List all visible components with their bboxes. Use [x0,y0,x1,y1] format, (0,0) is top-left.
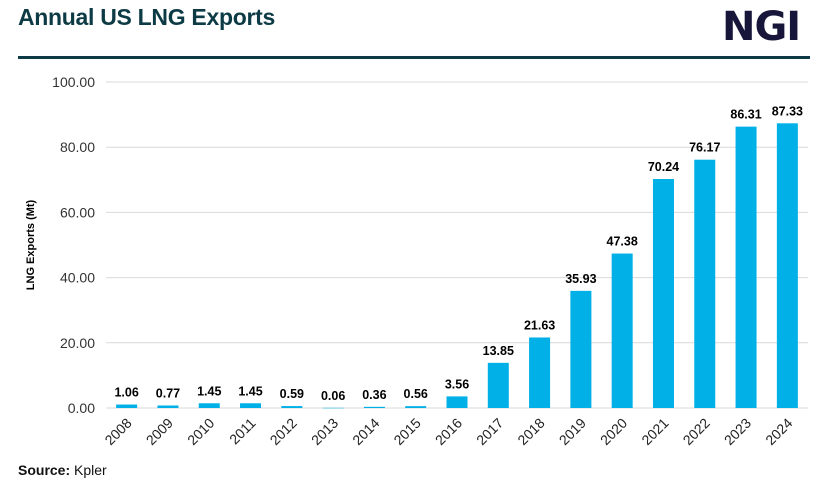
bar-2015 [405,406,427,408]
bar-2010 [198,403,220,408]
bar-2021 [652,179,674,408]
data-label: 87.33 [772,104,803,118]
bar-2017 [487,362,509,408]
data-label: 0.77 [156,386,180,400]
data-label: 47.38 [607,235,638,249]
x-tick-label: 2008 [101,415,134,448]
data-label: 0.36 [362,388,386,402]
data-label: 1.06 [114,386,138,400]
bar-2018 [529,337,551,408]
bar-2011 [240,403,262,408]
bar-2024 [776,123,798,408]
data-label: 13.85 [483,344,514,358]
bar-2013 [322,407,344,409]
data-label: 0.06 [321,389,345,403]
x-tick-label: 2024 [762,415,795,448]
bar-2016 [446,396,468,408]
title-divider [18,56,810,59]
x-tick-label: 2016 [432,415,465,448]
x-tick-label: 2021 [638,415,671,448]
x-tick-label: 2017 [473,415,506,448]
page-title: Annual US LNG Exports [18,4,275,30]
x-tick-label: 2009 [143,415,176,448]
data-label: 0.56 [404,387,428,401]
data-label: 86.31 [730,108,761,122]
data-label: 1.45 [197,384,221,398]
y-tick-label: 20.00 [60,335,95,351]
bar-2012 [281,406,303,408]
y-tick-label: 40.00 [60,270,95,286]
x-tick-label: 2012 [267,415,300,448]
bar-2019 [570,290,592,408]
data-label: 70.24 [648,160,679,174]
x-tick-label: 2014 [349,415,382,448]
x-tick-label: 2022 [680,415,713,448]
y-axis-label: LNG Exports (Mt) [25,199,37,290]
y-tick-label: 80.00 [60,139,95,155]
data-label: 0.59 [280,387,304,401]
source-label: Source: [18,462,71,478]
bar-2020 [611,253,633,408]
data-label: 21.63 [524,318,555,332]
bar-2014 [363,406,385,408]
x-tick-label: 2018 [514,415,547,448]
bar-2022 [694,159,716,408]
data-label: 35.93 [565,272,596,286]
x-tick-label: 2020 [597,415,630,448]
x-tick-label: 2019 [556,415,589,448]
x-tick-label: 2011 [226,415,259,448]
x-tick-label: 2023 [721,415,754,448]
bar-2009 [157,405,179,408]
y-tick-label: 60.00 [60,204,95,220]
data-label: 76.17 [689,141,720,155]
source-value: Kpler [74,462,107,478]
y-tick-label: 100.00 [52,74,95,90]
y-tick-label: 0.00 [68,400,95,416]
x-tick-label: 2015 [390,415,423,448]
data-label: 1.45 [238,384,262,398]
ngi-logo: NGI [722,4,801,50]
data-label: 3.56 [445,377,469,391]
bar-2023 [735,126,757,409]
x-tick-label: 2010 [184,415,217,448]
x-tick-label: 2013 [308,415,341,448]
source-note: Source: Kpler [18,462,107,478]
bar-2008 [116,404,138,408]
